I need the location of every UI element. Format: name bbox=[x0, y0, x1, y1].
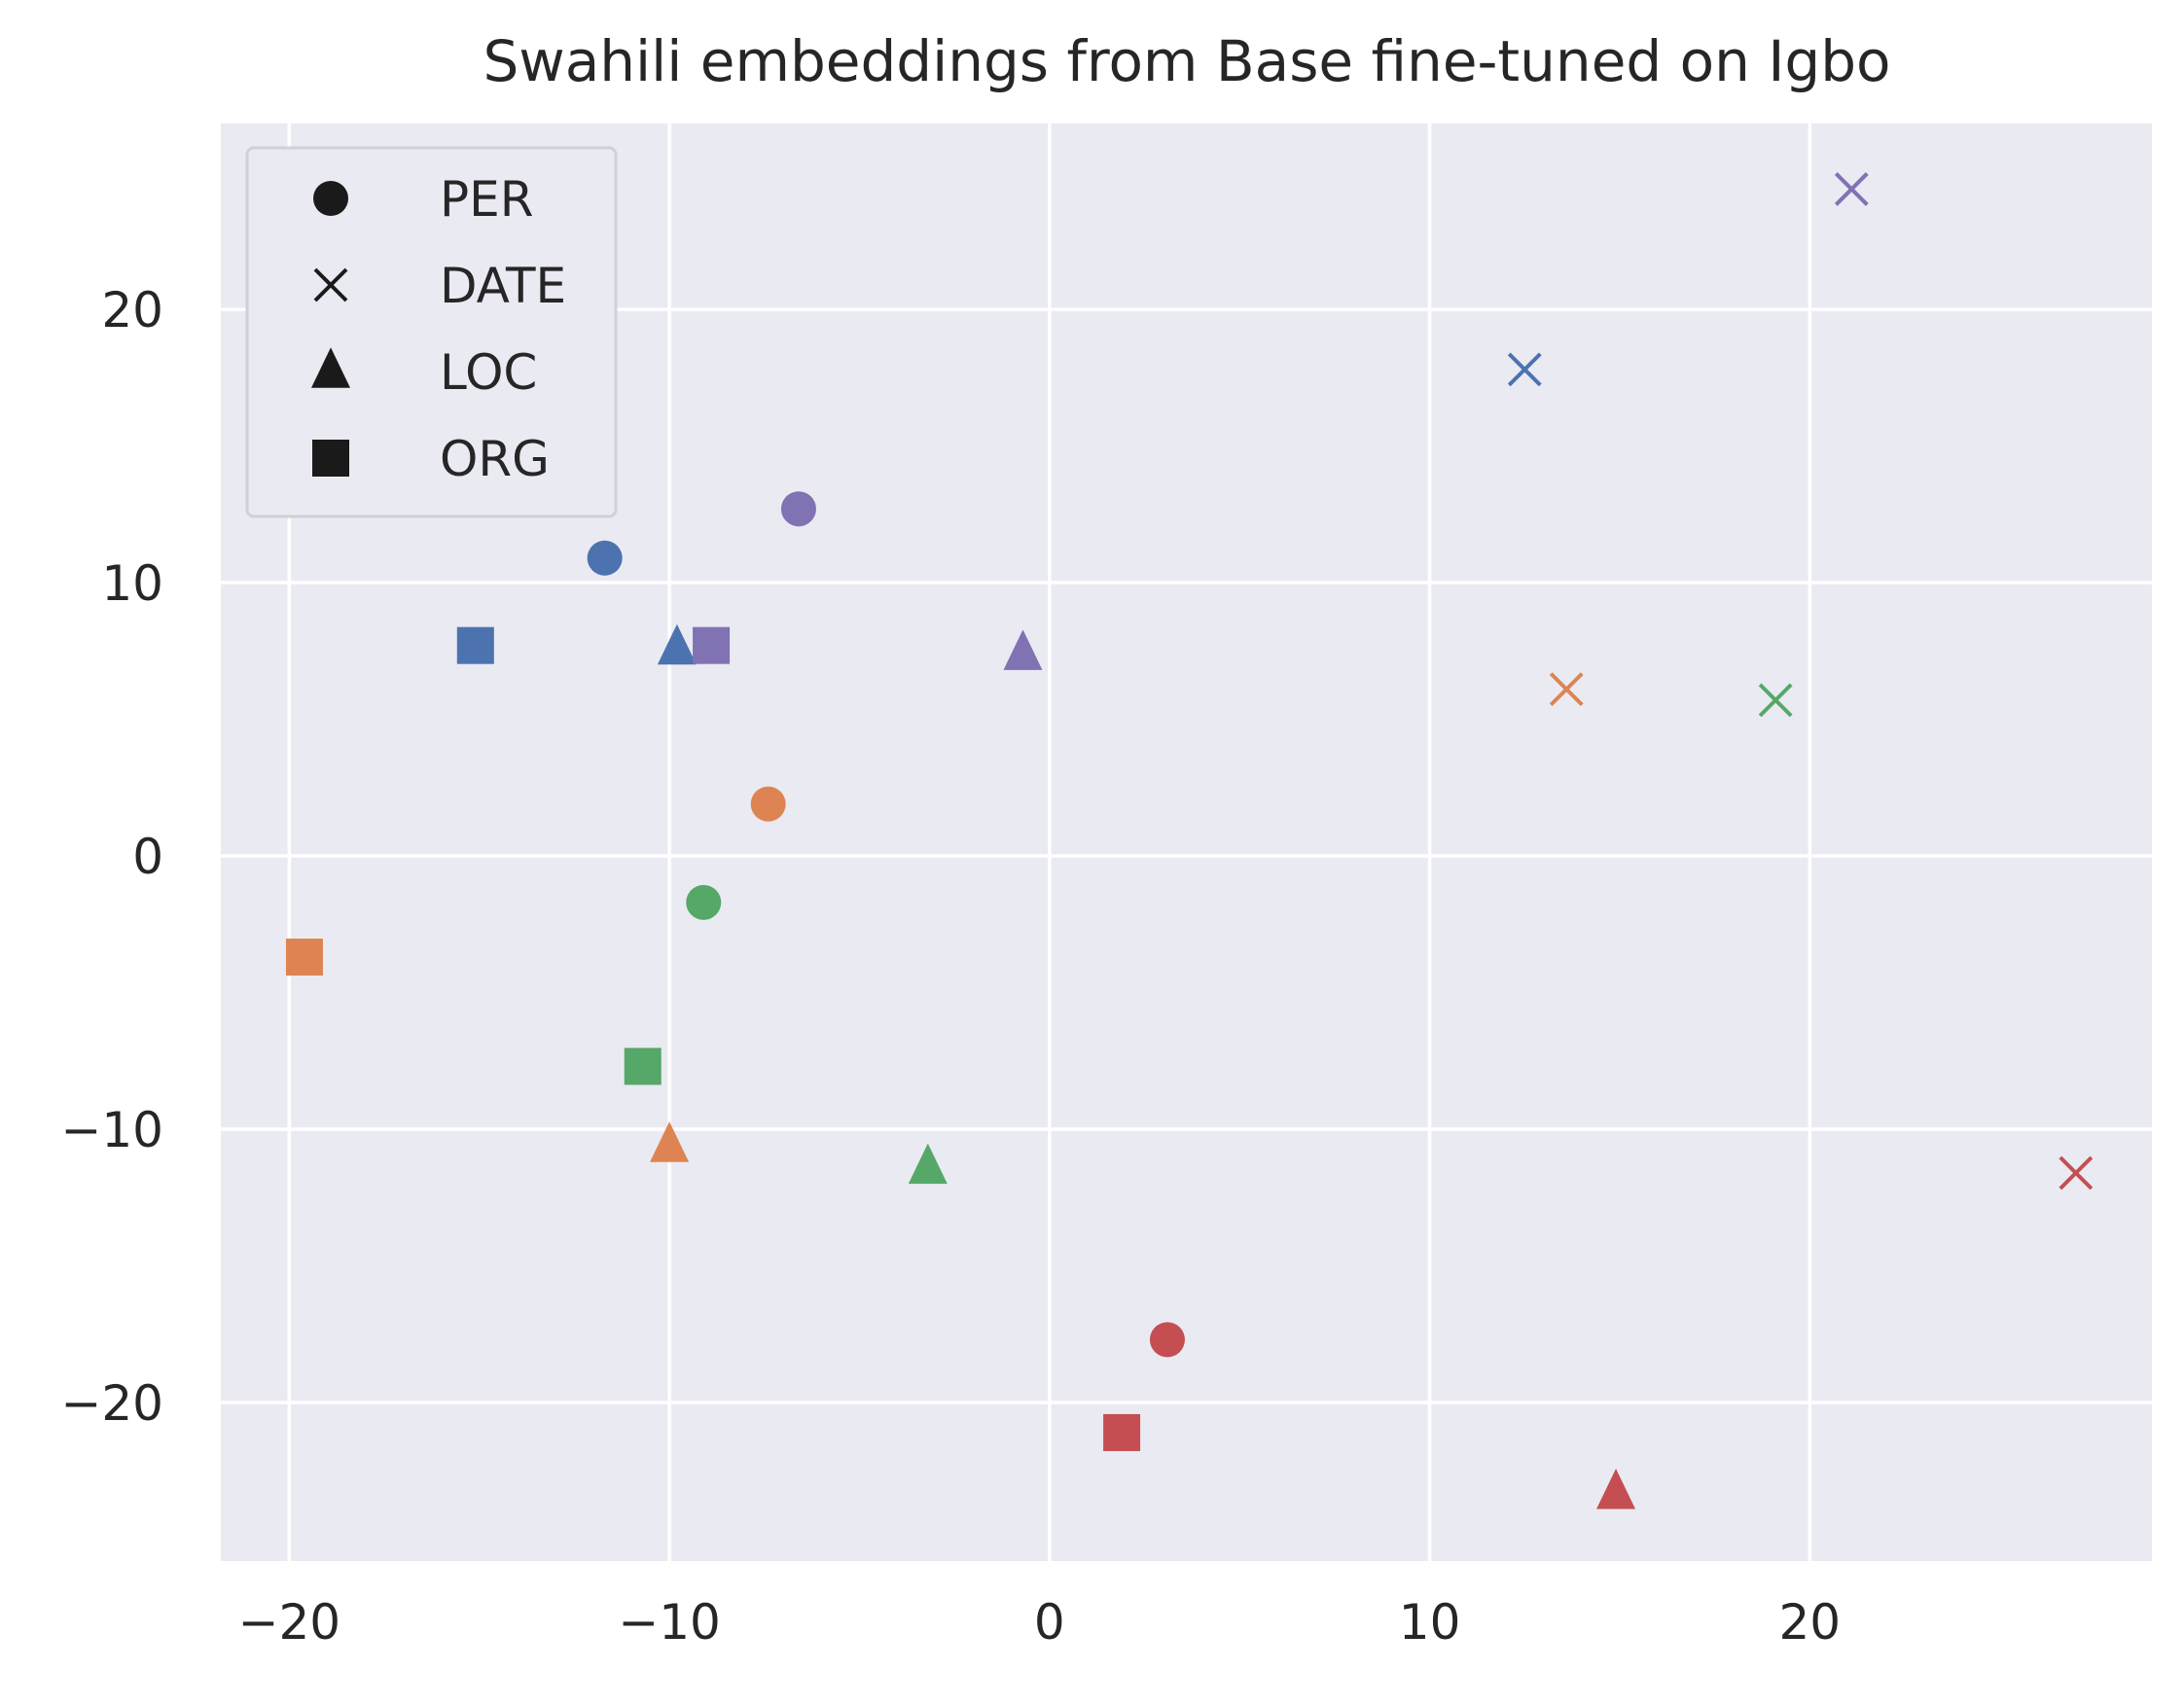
data-point-square-green bbox=[624, 1048, 662, 1085]
legend-label: LOC bbox=[440, 344, 537, 401]
legend-marker-x bbox=[313, 267, 348, 302]
legend-label: DATE bbox=[440, 258, 566, 314]
x-tick-label: −10 bbox=[618, 1594, 721, 1651]
data-point-x-purple bbox=[1834, 172, 1869, 206]
legend: PER DATE LOC ORG bbox=[245, 146, 618, 518]
data-point-triangle-orange bbox=[650, 1121, 690, 1162]
y-tick-label: 20 bbox=[101, 282, 163, 338]
legend-marker-circle bbox=[313, 181, 348, 216]
data-point-circle-red bbox=[1149, 1322, 1185, 1358]
x-tick-label: 10 bbox=[1399, 1594, 1461, 1651]
data-point-x-orange bbox=[1549, 672, 1584, 707]
data-point-square-blue bbox=[456, 626, 494, 664]
data-point-circle-purple bbox=[780, 491, 816, 527]
data-point-square-orange bbox=[285, 939, 323, 977]
y-tick-label: 10 bbox=[101, 555, 163, 612]
x-tick-label: 0 bbox=[1034, 1594, 1065, 1651]
y-tick-label: 0 bbox=[132, 829, 163, 885]
legend-marker-square bbox=[312, 440, 349, 477]
gridlines bbox=[221, 124, 2152, 1561]
data-point-x-green bbox=[1758, 683, 1793, 718]
data-point-square-red bbox=[1103, 1413, 1141, 1451]
legend-marker-triangle bbox=[311, 347, 350, 388]
chart-title: Swahili embeddings from Base fine-tuned … bbox=[483, 28, 1890, 94]
data-point-triangle-purple bbox=[1003, 629, 1043, 670]
y-tick-label: −20 bbox=[60, 1375, 163, 1432]
data-point-square-purple bbox=[693, 626, 731, 664]
data-point-circle-orange bbox=[750, 786, 786, 822]
data-point-circle-green bbox=[686, 884, 722, 920]
data-point-triangle-red bbox=[1596, 1468, 1636, 1510]
x-tick-label: −20 bbox=[238, 1594, 341, 1651]
data-point-circle-blue bbox=[587, 540, 623, 576]
data-point-triangle-blue bbox=[657, 623, 697, 665]
x-tick-label: 20 bbox=[1779, 1594, 1842, 1651]
data-point-x-blue bbox=[1507, 352, 1542, 387]
legend-label: ORG bbox=[440, 431, 550, 487]
legend-label: PER bbox=[440, 171, 533, 228]
y-tick-label: −10 bbox=[60, 1102, 163, 1158]
data-point-triangle-green bbox=[908, 1143, 948, 1185]
legend-box bbox=[245, 146, 618, 518]
data-point-x-red bbox=[2059, 1155, 2094, 1190]
y-axis-ticks: −20 −10 0 10 20 bbox=[60, 282, 163, 1432]
data-points bbox=[285, 172, 2094, 1510]
x-axis-ticks: −20 −10 0 10 20 bbox=[238, 1594, 1842, 1651]
